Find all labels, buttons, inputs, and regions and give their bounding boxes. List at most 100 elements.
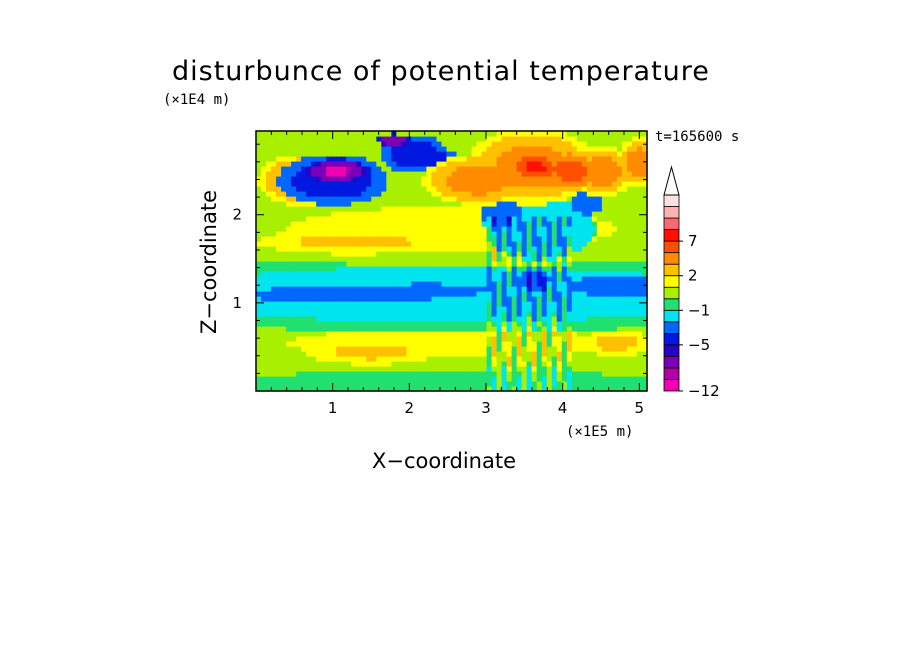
heatmap-cell (641, 211, 648, 217)
heatmap-cell (326, 206, 332, 212)
heatmap-cell (406, 181, 412, 187)
heatmap-cell (466, 156, 473, 162)
heatmap-cell (366, 331, 372, 337)
heatmap-cell (461, 221, 468, 227)
heatmap-cell (531, 306, 538, 312)
heatmap-cell (381, 231, 387, 237)
heatmap-cell (451, 361, 458, 367)
heatmap-cell (621, 356, 628, 362)
heatmap-cell (361, 136, 367, 142)
heatmap-cell (466, 151, 473, 157)
heatmap-cell (281, 256, 287, 262)
heatmap-cell (476, 191, 483, 197)
heatmap-cell (446, 296, 453, 302)
heatmap-cell (486, 196, 493, 202)
heatmap-cell (256, 171, 262, 177)
heatmap-cell (376, 141, 382, 147)
heatmap-cell (556, 381, 563, 387)
heatmap-cell (426, 361, 433, 367)
heatmap-cell (601, 356, 608, 362)
heatmap-cell (641, 131, 648, 137)
heatmap-cell (631, 276, 638, 282)
heatmap-cell (271, 346, 277, 352)
heatmap-cell (401, 131, 407, 137)
heatmap-cell (571, 131, 578, 137)
heatmap-cell (336, 291, 342, 297)
heatmap-cell (511, 191, 518, 197)
heatmap-cell (506, 186, 513, 192)
heatmap-cell (356, 226, 362, 232)
heatmap-cell (461, 136, 468, 142)
heatmap-cell (546, 226, 553, 232)
heatmap-cell (451, 286, 458, 292)
heatmap-cell (276, 141, 282, 147)
heatmap-cell (351, 311, 357, 317)
heatmap-cell (506, 261, 513, 267)
heatmap-cell (356, 211, 362, 217)
heatmap-cell (306, 321, 312, 327)
heatmap-cell (496, 231, 503, 237)
heatmap-cell (531, 246, 538, 252)
heatmap-cell (561, 381, 568, 387)
heatmap-cell (601, 386, 608, 392)
heatmap-cell (366, 316, 372, 322)
heatmap-cell (401, 196, 407, 202)
heatmap-cell (316, 331, 322, 337)
heatmap-cell (551, 171, 558, 177)
heatmap-cell (396, 201, 402, 207)
heatmap-cell (516, 216, 523, 222)
heatmap-cell (256, 346, 262, 352)
heatmap-cell (281, 271, 287, 277)
heatmap-cell (316, 361, 322, 367)
heatmap-cell (376, 191, 382, 197)
heatmap-cell (276, 351, 282, 357)
heatmap-cell (331, 166, 337, 172)
heatmap-cell (516, 286, 523, 292)
heatmap-cell (431, 336, 438, 342)
heatmap-cell (501, 336, 508, 342)
heatmap-cell (596, 346, 603, 352)
heatmap-cell (461, 216, 468, 222)
heatmap-cell (606, 281, 613, 287)
heatmap-cell (496, 291, 503, 297)
heatmap-cell (531, 286, 538, 292)
heatmap-cell (431, 201, 438, 207)
heatmap-cell (421, 261, 428, 267)
heatmap-cell (511, 136, 518, 142)
heatmap-cell (446, 166, 453, 172)
heatmap-cell (281, 146, 287, 152)
heatmap-cell (606, 271, 613, 277)
heatmap-cell (551, 291, 558, 297)
heatmap-cell (626, 376, 633, 382)
heatmap-cell (261, 186, 267, 192)
heatmap-cell (471, 231, 478, 237)
heatmap-cell (561, 376, 568, 382)
heatmap-cell (261, 321, 267, 327)
heatmap-cell (351, 136, 357, 142)
heatmap-cell (381, 146, 387, 152)
heatmap-cell (326, 361, 332, 367)
heatmap-cell (531, 371, 538, 377)
heatmap-cell (276, 346, 282, 352)
heatmap-cell (531, 341, 538, 347)
heatmap-cell (386, 146, 392, 152)
heatmap-cell (301, 206, 307, 212)
heatmap-cell (531, 171, 538, 177)
heatmap-cell (286, 201, 292, 207)
heatmap-cell (616, 266, 623, 272)
heatmap-cell (256, 246, 262, 252)
heatmap-cell (321, 211, 327, 217)
heatmap-cell (431, 166, 438, 172)
heatmap-cell (276, 211, 282, 217)
heatmap-cell (476, 251, 483, 257)
heatmap-cell (256, 341, 262, 347)
heatmap-cell (541, 171, 548, 177)
heatmap-cell (361, 231, 367, 237)
heatmap-cell (436, 211, 443, 217)
heatmap-cell (256, 286, 262, 292)
heatmap-cell (521, 161, 528, 167)
heatmap-cell (606, 316, 613, 322)
heatmap-cell (591, 286, 598, 292)
heatmap-cell (596, 196, 603, 202)
heatmap-cell (436, 366, 443, 372)
